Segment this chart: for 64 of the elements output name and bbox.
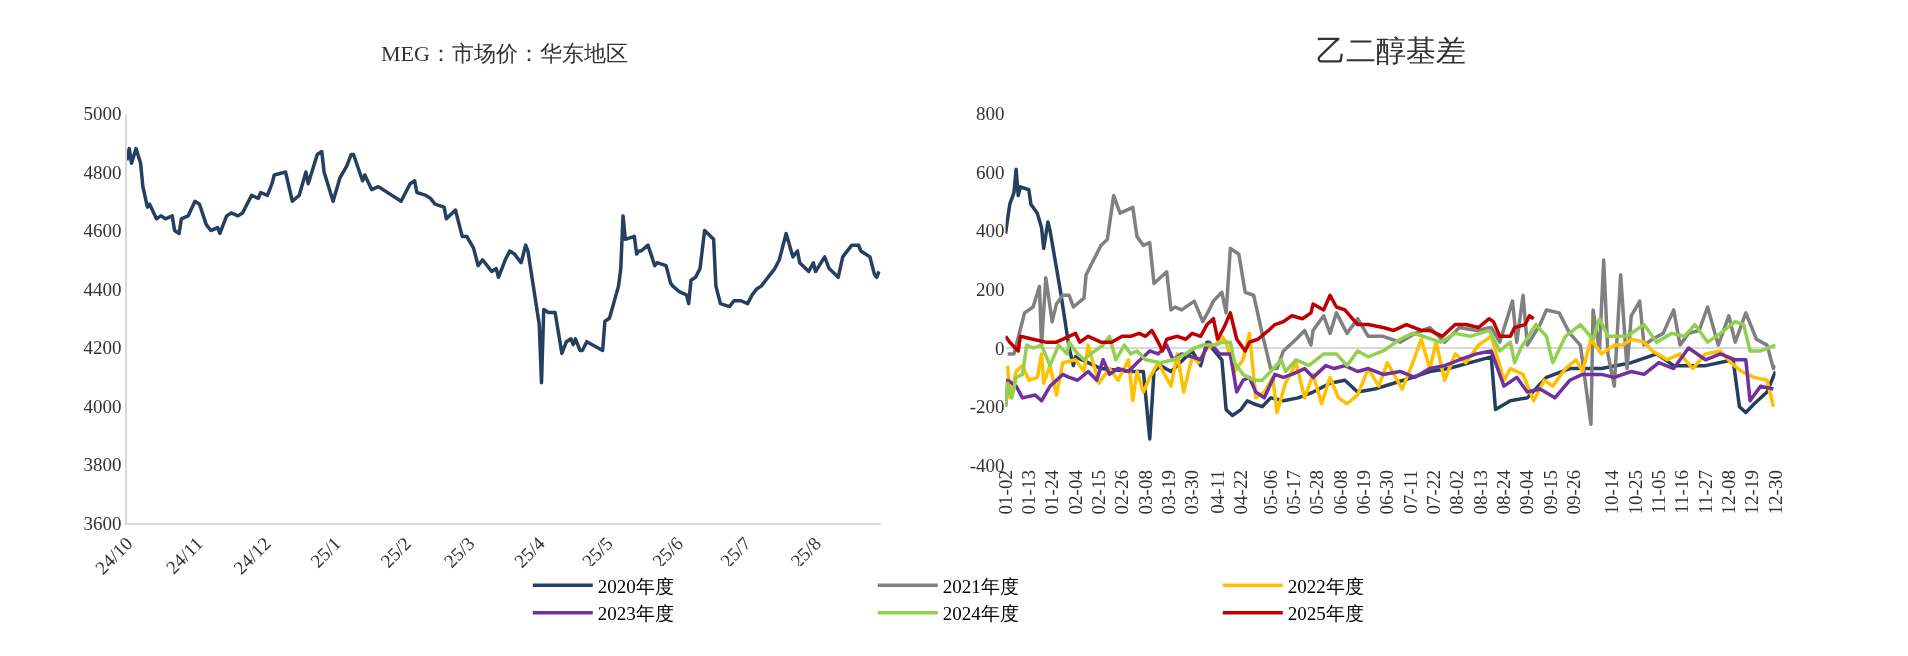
x-tick-label: 02-15 [1088, 470, 1110, 515]
x-tick-label: 12-30 [1764, 470, 1786, 515]
x-tick-label: 01-24 [1041, 469, 1063, 515]
y-tick-label: 800 [976, 103, 1005, 125]
legend-label: 2024年度 [942, 603, 1019, 625]
x-tick-label: 03-30 [1181, 470, 1203, 515]
x-tick-label: 09-04 [1516, 469, 1538, 515]
line-series [1005, 316, 1776, 409]
y-tick-label: 4000 [83, 395, 122, 417]
x-tick-label: 01-13 [1018, 470, 1040, 515]
x-tick-label: 05-28 [1306, 470, 1328, 515]
y-tick-label: 4800 [83, 161, 122, 183]
y-tick-label: 600 [976, 161, 1005, 183]
x-tick-label: 05-06 [1259, 470, 1281, 515]
x-tick-label: 06-30 [1376, 470, 1398, 515]
legend-label: 2021年度 [942, 575, 1019, 597]
x-tick-label: 11-05 [1648, 470, 1670, 514]
legend-label: 2025年度 [1287, 603, 1364, 625]
x-tick-label: 07-22 [1423, 470, 1445, 515]
y-tick-label: 4400 [83, 278, 122, 300]
x-tick-label: 25/3 [439, 532, 479, 572]
legend-label: 2022年度 [1287, 575, 1364, 597]
y-tick-label: 3800 [83, 454, 122, 476]
x-tick-label: 25/5 [577, 532, 617, 572]
y-tick-label: 3600 [83, 512, 122, 534]
x-tick-label: 12-19 [1741, 470, 1763, 515]
x-tick-label: 03-08 [1134, 470, 1156, 515]
x-tick-label: 09-26 [1563, 470, 1585, 515]
x-tick-label: 12-08 [1718, 470, 1740, 515]
x-tick-label: 11-16 [1671, 470, 1693, 514]
x-tick-label: 25/2 [376, 532, 416, 572]
x-tick-label: 06-19 [1353, 470, 1375, 515]
legend-label: 2020年度 [597, 575, 674, 597]
x-tick-label: 03-19 [1158, 470, 1180, 515]
chart-title: 乙二醇基差 [1316, 34, 1466, 67]
y-tick-label: 4600 [83, 220, 122, 242]
line-series [1005, 293, 1536, 353]
y-tick-label: -200 [969, 396, 1005, 418]
x-tick-label: 04-11 [1206, 470, 1228, 514]
y-tick-label: 400 [976, 220, 1005, 242]
x-tick-label: 11-27 [1694, 470, 1716, 514]
y-tick-label: 5000 [83, 103, 122, 125]
x-tick-label: 09-15 [1539, 470, 1561, 515]
x-tick-label: 07-11 [1399, 470, 1421, 514]
x-tick-label: 25/4 [510, 532, 550, 572]
x-tick-label: 02-26 [1111, 470, 1133, 515]
x-tick-label: 10-25 [1624, 470, 1646, 515]
y-tick-label: 4200 [83, 337, 122, 359]
x-tick-label: 05-17 [1283, 470, 1305, 515]
x-tick-label: 06-08 [1329, 470, 1351, 515]
y-tick-label: 200 [976, 279, 1005, 301]
x-tick-label: 08-13 [1469, 470, 1491, 515]
x-tick-label: 25/6 [648, 532, 687, 572]
x-tick-label: 25/1 [306, 532, 345, 572]
x-tick-label: 08-24 [1493, 469, 1515, 515]
x-tick-label: 02-04 [1064, 469, 1086, 515]
line-series [127, 146, 881, 385]
y-tick-label: 0 [995, 337, 1005, 359]
legend-label: 2023年度 [597, 603, 674, 625]
x-tick-label: 10-14 [1601, 469, 1623, 515]
x-tick-label: 04-22 [1230, 470, 1252, 515]
x-tick-label: 25/8 [786, 532, 826, 572]
chart-title: MEG：市场价：华东地区 [381, 41, 628, 66]
x-tick-label: 08-02 [1446, 470, 1468, 515]
